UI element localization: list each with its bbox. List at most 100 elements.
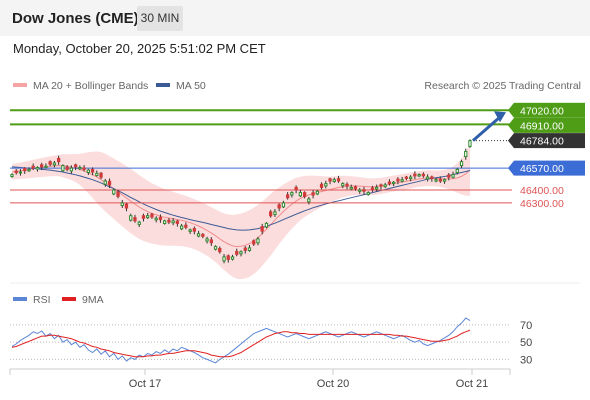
- candle: [290, 191, 294, 198]
- candle: [180, 223, 184, 231]
- candle-body: [286, 194, 290, 199]
- candle-body: [196, 233, 201, 237]
- candle: [74, 163, 78, 171]
- level-label-pointer: [508, 160, 514, 176]
- candle: [209, 237, 213, 246]
- candle-body: [116, 191, 120, 197]
- candle: [141, 213, 146, 222]
- candle: [158, 214, 163, 223]
- level-value-46400.00: 46400.00: [520, 185, 564, 197]
- candle: [65, 165, 69, 172]
- timeframe-badge[interactable]: 30 MIN: [137, 6, 183, 31]
- candle-body: [260, 226, 264, 232]
- ma50-line: [11, 166, 471, 231]
- ma9-legend-label: 9MA: [82, 294, 104, 306]
- candle-body: [124, 203, 129, 209]
- candle: [239, 250, 243, 257]
- candle: [48, 160, 52, 167]
- candle-body: [273, 211, 277, 215]
- candle-body: [315, 190, 320, 195]
- candle-body: [120, 202, 124, 206]
- candle: [383, 182, 387, 188]
- candle: [35, 166, 40, 172]
- candle: [205, 236, 209, 244]
- candle-body: [107, 180, 112, 186]
- candle: [345, 182, 349, 190]
- candle-body: [392, 181, 396, 185]
- rsi-legend-swatch: [13, 297, 27, 301]
- candle-body: [69, 167, 73, 172]
- candle-body: [243, 247, 247, 251]
- candle: [336, 175, 341, 183]
- candle: [14, 169, 18, 175]
- candle: [315, 190, 320, 196]
- credit-label: Research © 2025 Trading Central: [424, 80, 581, 92]
- candle-body: [404, 176, 409, 179]
- candle: [277, 203, 281, 212]
- projection-arrow-shaft: [472, 114, 503, 142]
- candle: [61, 164, 65, 172]
- instrument-title: Dow Jones (CME): [12, 10, 139, 27]
- candle-body: [468, 140, 472, 147]
- candle-body: [171, 220, 175, 224]
- candle-body: [362, 189, 366, 192]
- candle: [400, 176, 404, 183]
- candle-body: [86, 169, 90, 173]
- candle-body: [23, 167, 27, 172]
- candle-body: [311, 192, 315, 196]
- candle: [353, 185, 358, 191]
- candle: [319, 182, 324, 190]
- candle: [235, 248, 239, 257]
- candle: [421, 172, 426, 178]
- candle: [175, 219, 179, 227]
- candle-body: [341, 183, 345, 187]
- candle-body: [112, 189, 116, 195]
- candle-body: [10, 174, 14, 178]
- candle-body: [349, 186, 353, 190]
- candle: [192, 226, 196, 235]
- candle-body: [27, 168, 31, 172]
- candle-body: [332, 179, 336, 182]
- candle-body: [99, 172, 103, 178]
- candle: [218, 246, 222, 254]
- bollinger-legend-swatch: [13, 83, 27, 87]
- candle: [99, 172, 103, 180]
- candle-body: [319, 183, 324, 188]
- candle-body: [218, 248, 222, 253]
- candle-body: [235, 251, 239, 255]
- candle-body: [442, 179, 447, 182]
- candle-body: [18, 171, 23, 174]
- level-label-bg: [514, 133, 585, 149]
- candle-body: [303, 192, 307, 198]
- candle-body: [464, 150, 468, 157]
- candle: [247, 245, 252, 252]
- candle-body: [35, 167, 40, 170]
- candle: [349, 184, 353, 191]
- candle: [409, 175, 413, 182]
- candle: [188, 228, 192, 234]
- candle-body: [290, 192, 294, 196]
- candle: [307, 196, 311, 205]
- candle-body: [154, 217, 158, 221]
- candle-body: [256, 238, 260, 244]
- candle: [387, 179, 392, 186]
- candle: [430, 175, 434, 182]
- candle: [112, 188, 116, 196]
- candle: [222, 254, 226, 264]
- candle-body: [451, 174, 455, 178]
- candle-body: [239, 251, 243, 255]
- candle-body: [387, 181, 392, 184]
- candle: [294, 185, 298, 194]
- candle: [396, 177, 400, 185]
- candle-body: [184, 224, 188, 228]
- candle: [413, 171, 417, 180]
- candle-body: [379, 184, 383, 187]
- candle-body: [430, 176, 434, 179]
- candle: [370, 185, 375, 192]
- candle: [455, 168, 459, 175]
- candle: [434, 177, 438, 183]
- level-value-46910.00: 46910.00: [520, 120, 564, 132]
- candle-body: [358, 189, 362, 192]
- candle: [243, 246, 247, 254]
- candle-body: [31, 165, 35, 169]
